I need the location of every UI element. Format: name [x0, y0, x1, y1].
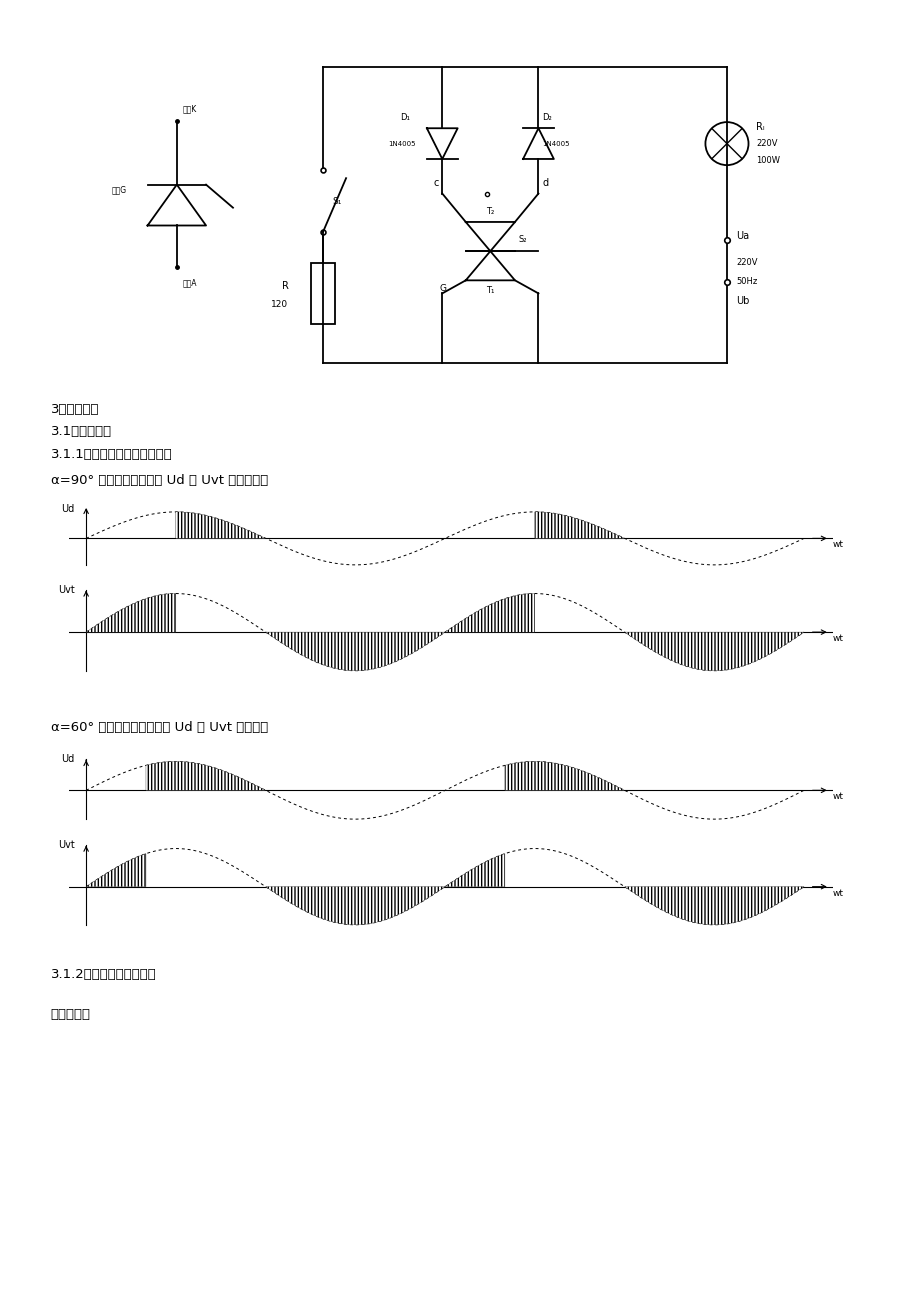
Text: 1N4005: 1N4005	[541, 141, 569, 147]
Text: wt: wt	[832, 792, 843, 801]
Text: Ua: Ua	[735, 230, 748, 241]
Text: Rₗ: Rₗ	[755, 121, 764, 132]
Text: D₂: D₂	[541, 113, 551, 122]
Text: Ud: Ud	[62, 504, 74, 514]
Text: 1N4005: 1N4005	[388, 141, 415, 147]
Text: 阳极A: 阳极A	[183, 279, 198, 286]
Text: d: d	[541, 178, 548, 189]
Text: 3.1.1、单相半波可控整流电路: 3.1.1、单相半波可控整流电路	[51, 448, 172, 461]
Text: T₁: T₁	[485, 286, 494, 296]
Text: 50Hz: 50Hz	[735, 277, 756, 286]
Text: S₁: S₁	[332, 197, 341, 206]
Text: α=90° 时，电阵性负载的 Ud 及 Uvt 电压波形。: α=90° 时，电阵性负载的 Ud 及 Uvt 电压波形。	[51, 474, 267, 487]
Text: T₂: T₂	[486, 207, 494, 216]
Text: c: c	[433, 178, 438, 189]
Text: D₁: D₁	[400, 113, 409, 122]
Text: 阴极K: 阴极K	[183, 104, 197, 113]
Text: wt: wt	[832, 888, 843, 897]
Text: Uvt: Uvt	[58, 840, 74, 850]
Text: 电阵性负载: 电阵性负载	[51, 1008, 90, 1021]
Text: α=60° 时电阵电感性负载的 Ud 及 Uvt 电压波形: α=60° 时电阵电感性负载的 Ud 及 Uvt 电压波形	[51, 721, 267, 734]
Text: Ub: Ub	[735, 296, 749, 306]
Text: S₂: S₂	[518, 236, 527, 245]
Text: wt: wt	[832, 540, 843, 548]
Text: 3、基本应用: 3、基本应用	[51, 402, 99, 415]
Text: 220V: 220V	[735, 258, 757, 267]
Text: 3.1、晶闸管类: 3.1、晶闸管类	[51, 424, 111, 437]
FancyBboxPatch shape	[312, 263, 335, 324]
Text: 门极G: 门极G	[111, 185, 127, 194]
Text: Ud: Ud	[62, 754, 74, 763]
Text: G: G	[439, 284, 446, 293]
Text: 100W: 100W	[755, 156, 779, 165]
Circle shape	[705, 122, 748, 165]
Text: R: R	[281, 281, 288, 290]
Text: wt: wt	[832, 634, 843, 643]
Text: 3.1.2、单相桥式全控整流: 3.1.2、单相桥式全控整流	[51, 969, 156, 982]
Text: Uvt: Uvt	[58, 585, 74, 595]
Text: 220V: 220V	[755, 139, 777, 148]
Text: 120: 120	[271, 301, 288, 310]
